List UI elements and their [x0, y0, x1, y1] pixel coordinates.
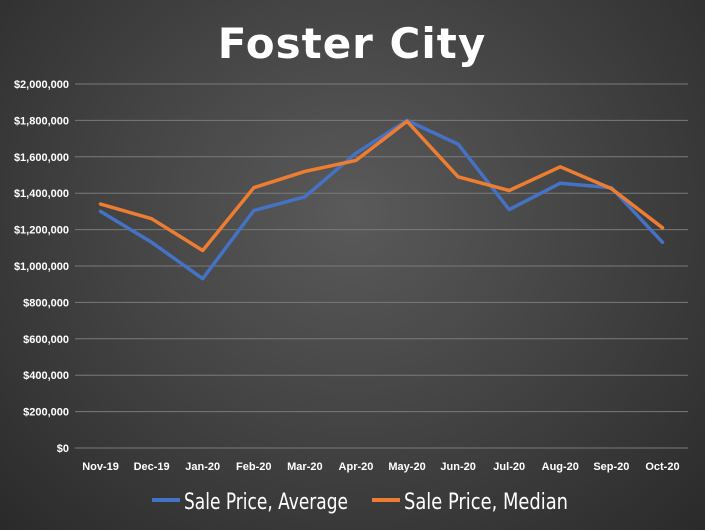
x-tick-label: Apr-20: [339, 461, 374, 473]
x-tick-label: Aug-20: [542, 461, 579, 473]
x-tick-label: Oct-20: [645, 461, 679, 473]
y-tick-label: $1,800,000: [14, 115, 69, 127]
legend: Sale Price, Average Sale Price, Median: [152, 490, 568, 515]
x-tick-label: Mar-20: [287, 461, 322, 473]
x-tick-label: Sep-20: [593, 461, 629, 473]
series-lines: [98, 118, 665, 281]
x-tick-label: Jul-20: [493, 461, 525, 473]
x-tick-label: Feb-20: [236, 461, 271, 473]
y-tick-label: $1,600,000: [14, 152, 69, 164]
gridlines: [75, 83, 688, 449]
y-tick-label: $400,000: [23, 370, 69, 382]
y-tick-label: $1,000,000: [14, 261, 69, 273]
series-line-average: [98, 118, 665, 281]
x-tick-label: Jan-20: [185, 461, 220, 473]
chart-title: Foster City: [218, 19, 486, 68]
y-tick-label: $600,000: [23, 334, 69, 346]
legend-label-average: Sale Price, Average: [184, 490, 348, 515]
x-tick-label: Dec-19: [134, 461, 170, 473]
y-tick-label: $0: [57, 443, 69, 455]
series-line-median: [98, 119, 665, 253]
y-tick-label: $2,000,000: [14, 79, 69, 91]
x-tick-label: May-20: [388, 461, 425, 473]
x-tick-label: Jun-20: [440, 461, 475, 473]
y-tick-label: $200,000: [23, 407, 69, 419]
y-tick-label: $1,400,000: [14, 188, 69, 200]
x-tick-label: Nov-19: [82, 461, 119, 473]
legend-label-median: Sale Price, Median: [404, 490, 568, 515]
y-axis-ticks: $0 $200,000 $400,000 $600,000 $800,000 $1,000…: [14, 79, 69, 455]
y-tick-label: $1,200,000: [14, 225, 69, 237]
y-tick-label: $800,000: [23, 297, 69, 309]
x-axis-ticks: Nov-19 Dec-19 Jan-20 Feb-20 Mar-20 Apr-20 May-…: [82, 461, 679, 473]
